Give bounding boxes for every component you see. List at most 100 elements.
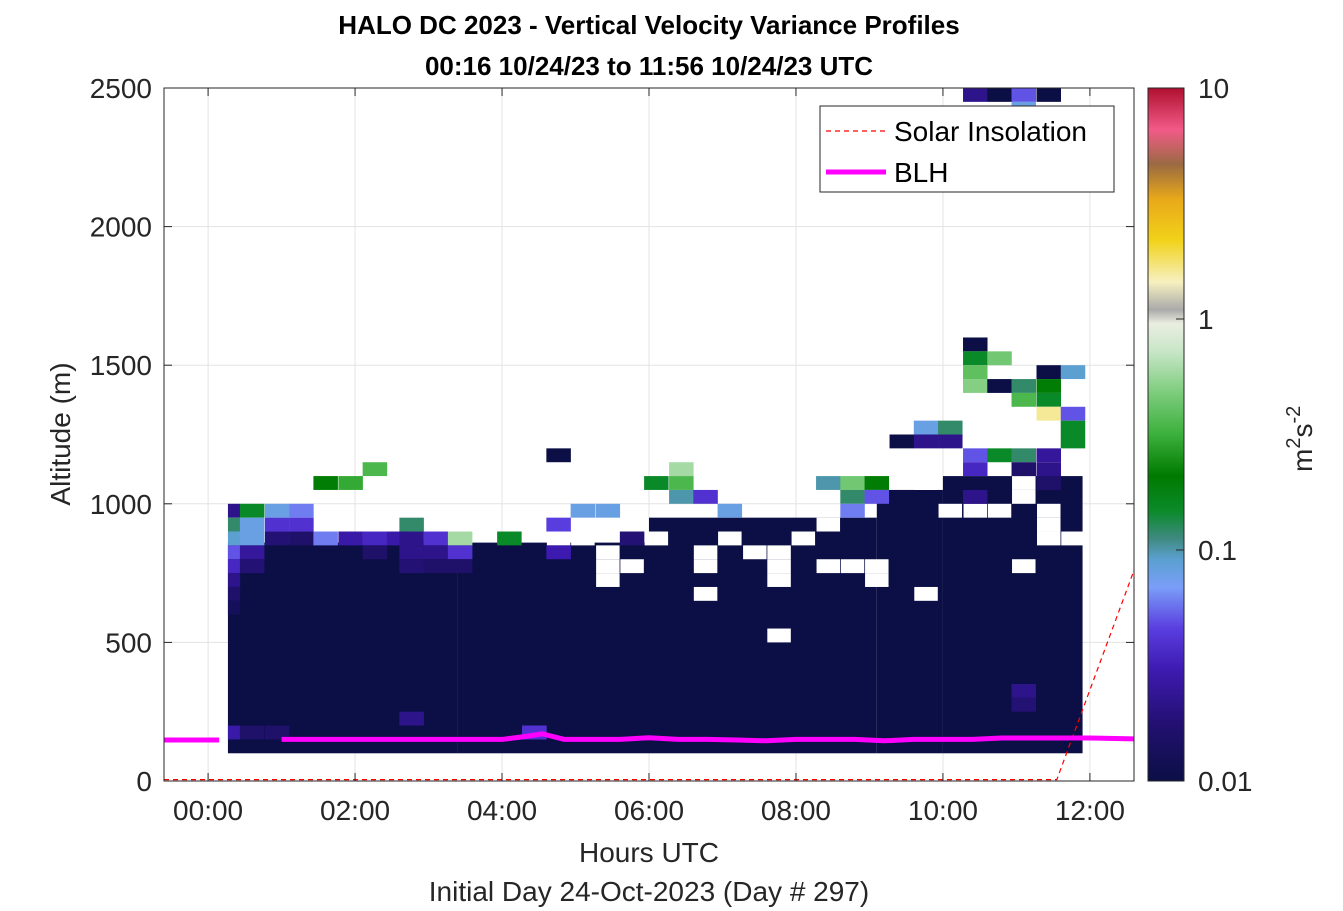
heatmap-cell (1060, 406, 1086, 421)
colorbar-tick-label: 1 (1198, 304, 1214, 335)
heatmap-cell (227, 559, 241, 574)
heatmap-gap (620, 517, 644, 532)
colorbar: 0.01 0.1 1 10 m2s-2 (1147, 73, 1318, 797)
heatmap-cell (913, 420, 939, 435)
y-tick-label: 1000 (90, 489, 152, 520)
heatmap-cell (1012, 74, 1036, 88)
heatmap-gap (1012, 489, 1036, 504)
heatmap-cell (963, 365, 988, 380)
heatmap-gap (865, 573, 889, 587)
heatmap-cell (227, 600, 241, 615)
chart-title: HALO DC 2023 - Vertical Velocity Varianc… (338, 10, 959, 40)
heatmap-cell (399, 545, 424, 560)
heatmap-cell (227, 503, 241, 518)
heatmap-cell (399, 711, 424, 726)
heatmap-cell (399, 517, 424, 532)
heatmap-gap (914, 586, 938, 601)
colorbar-label: m2s-2 (1283, 406, 1318, 472)
heatmap-cell (987, 88, 1012, 102)
heatmap-cell (423, 531, 449, 546)
heatmap-cell (362, 545, 388, 560)
y-tick-label: 1500 (90, 350, 152, 381)
x-tick-label: 08:00 (761, 795, 831, 826)
heatmap-gap (693, 545, 718, 560)
colorbar-tick-label: 10 (1198, 73, 1229, 104)
legend-box (819, 105, 1115, 193)
heatmap-cell (963, 462, 988, 477)
heatmap-gap (767, 559, 791, 574)
blh-line (281, 731, 1134, 744)
heatmap-cell (840, 489, 865, 504)
chart-subtitle: 00:16 10/24/23 to 11:56 10/24/23 UTC (425, 51, 873, 81)
heatmap-gap (1061, 531, 1085, 546)
solar-insolation-line (164, 570, 1134, 781)
line-series (164, 570, 1134, 781)
heatmap-cell (1011, 379, 1037, 393)
heatmap-cell (546, 448, 571, 463)
heatmap-gap (546, 531, 571, 546)
heatmap-cell (963, 88, 988, 102)
heatmap-gap (644, 531, 669, 546)
heatmap-cell (987, 74, 1011, 88)
heatmap-gap (1037, 517, 1061, 532)
heatmap-cell (264, 531, 290, 546)
heatmap-gap (1012, 476, 1036, 490)
heatmap-cell (1036, 476, 1062, 490)
heatmap-cell-bulk (876, 489, 943, 754)
heatmap-cell (362, 462, 388, 477)
heatmap-cell (963, 351, 988, 366)
heatmap-cell (1036, 462, 1062, 477)
x-tick-label: 12:00 (1055, 795, 1125, 826)
heatmap-cell (313, 531, 338, 546)
heatmap-gap (743, 545, 767, 560)
legend-label-blh: BLH (894, 157, 948, 188)
heatmap-cell (1036, 392, 1062, 407)
heatmap-cell (840, 503, 865, 518)
heatmap-cell (289, 517, 314, 532)
heatmap-cell (239, 545, 265, 560)
heatmap-cell (963, 379, 988, 393)
heatmap-cell (546, 545, 571, 560)
heatmap-gap (767, 628, 791, 643)
heatmap-cell (889, 434, 915, 449)
heatmap-cell (693, 489, 718, 504)
heatmap-gap (816, 517, 841, 532)
heatmap-gap (596, 573, 620, 587)
heatmap-cell (546, 517, 571, 532)
heatmap-cell (938, 434, 963, 449)
heatmap-cell (227, 531, 241, 546)
heatmap-cell (227, 586, 241, 601)
heatmap-cell (447, 559, 473, 574)
heatmap-cell (1011, 683, 1037, 698)
heatmap-cell (239, 559, 265, 574)
heatmap-cell (840, 476, 865, 490)
heatmap-cell (963, 489, 988, 504)
y-tick-label: 0 (136, 766, 152, 797)
x-axis-label-secondary: Initial Day 24-Oct-2023 (Day # 297) (429, 876, 869, 907)
heatmap-cell (1060, 365, 1086, 380)
heatmap-gap (914, 476, 938, 490)
heatmap-cell (423, 545, 449, 560)
heatmap-cell (1036, 448, 1062, 463)
heatmap-cell (1036, 406, 1062, 421)
heatmap-cell (669, 476, 694, 490)
heatmap-cell (570, 503, 596, 518)
heatmap-cell (644, 476, 669, 490)
heatmap-cell (669, 489, 694, 504)
heatmap-gap (596, 559, 620, 574)
heatmap-cell (963, 337, 988, 352)
heatmap-cell (987, 379, 1012, 393)
heatmap-gap (938, 503, 963, 518)
heatmap-cell (447, 545, 473, 560)
x-tick-label: 02:00 (320, 795, 390, 826)
heatmap-cell (1011, 392, 1037, 407)
heatmap-cells (227, 74, 1086, 754)
heatmap-gap (816, 559, 841, 574)
heatmap-cell (1060, 434, 1086, 449)
x-tick-label: 00:00 (173, 795, 243, 826)
heatmap-cell (1011, 448, 1037, 463)
heatmap-cell (913, 434, 939, 449)
heatmap-cell (239, 531, 265, 546)
heatmap-cell (239, 503, 265, 518)
